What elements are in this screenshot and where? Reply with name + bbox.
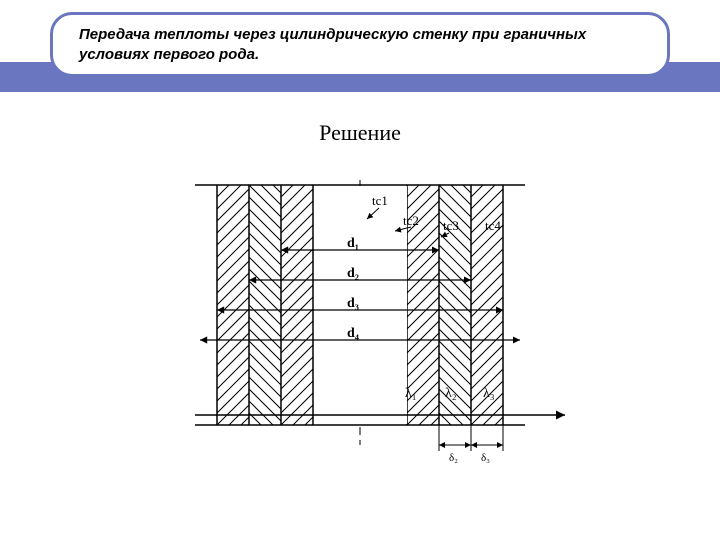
svg-text:d₃: d₃ [347, 296, 359, 311]
svg-text:λ₁: λ₁ [405, 386, 417, 401]
solution-heading: Решение [0, 120, 720, 146]
svg-text:tс4: tс4 [485, 218, 501, 233]
svg-text:λ₃: λ₃ [483, 386, 495, 401]
svg-text:d₄: d₄ [347, 326, 360, 341]
svg-text:λ₂: λ₂ [445, 386, 457, 401]
svg-text:δ₃: δ₃ [481, 452, 490, 464]
svg-text:d₂: d₂ [347, 266, 359, 281]
cross-section-diagram: d₁ d₂ d₃ d₄ tс1 tс2 tс3 tс4 λ₁ λ₂ λ₃ δ₂ δ₃ [145, 175, 575, 495]
svg-text:tс3: tс3 [443, 218, 459, 233]
svg-text:δ₂: δ₂ [449, 452, 458, 464]
slide-header: Передача теплоты через цилиндрическую ст… [50, 12, 670, 77]
svg-text:d₁: d₁ [347, 236, 359, 251]
svg-text:tс2: tс2 [403, 213, 419, 228]
slide-title: Передача теплоты через цилиндрическую ст… [79, 25, 641, 64]
svg-text:tс1: tс1 [372, 193, 388, 208]
